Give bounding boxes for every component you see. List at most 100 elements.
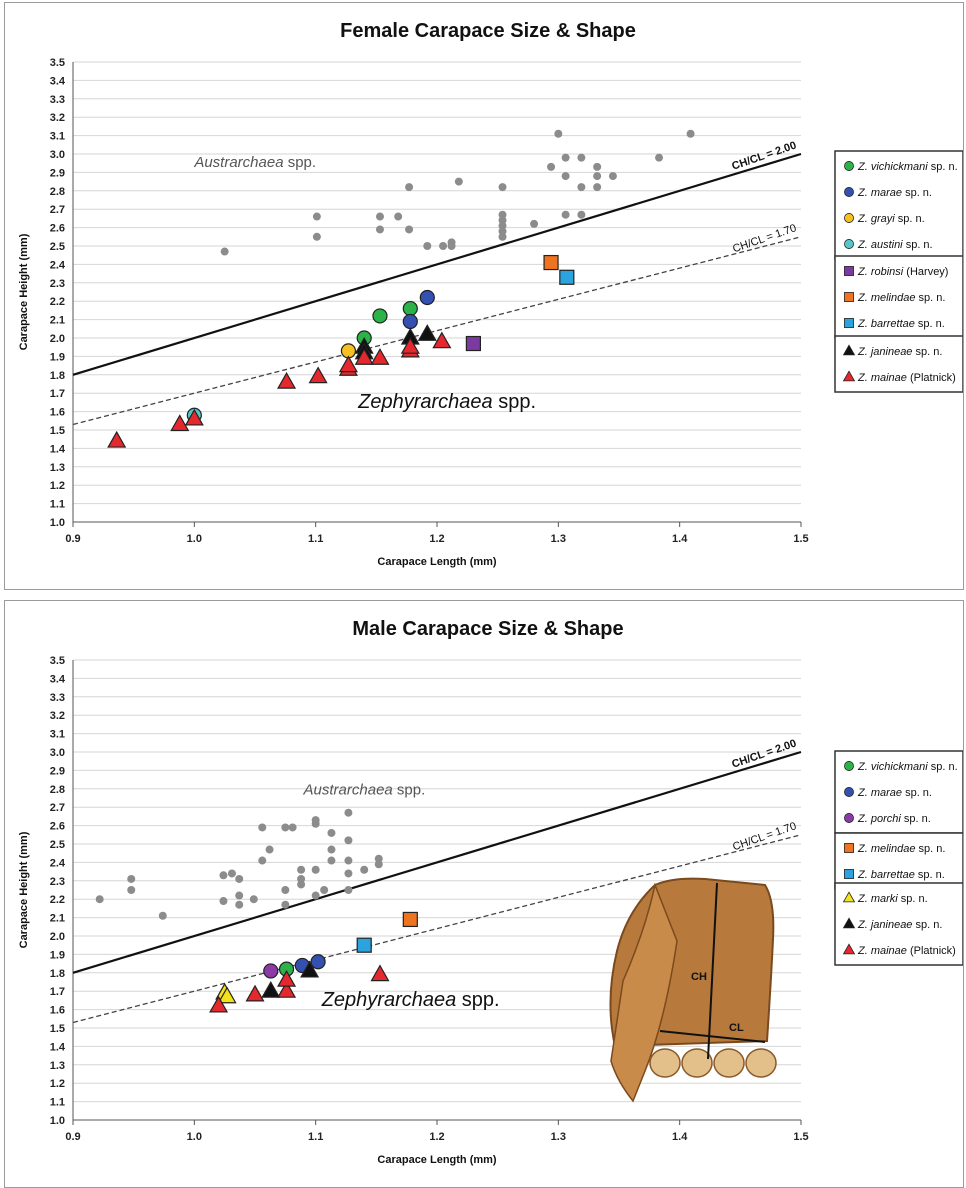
- data-point-austrarchaea-spp: [327, 856, 336, 865]
- y-tick-label: 2.2: [50, 296, 65, 308]
- ratio-line-ch-cl-1-70: [72, 834, 802, 1024]
- chart-title: Female Carapace Size & Shape: [340, 20, 636, 42]
- y-tick-label: 1.5: [50, 1023, 65, 1035]
- legend-species-authority: sp. n.: [898, 893, 928, 905]
- data-point-austrarchaea-spp: [498, 216, 507, 225]
- legend-species-name: Z. marae: [857, 787, 902, 799]
- data-point-austrarchaea-spp: [235, 900, 244, 909]
- data-point-z-janineae: [417, 324, 437, 341]
- data-point-z-vichickmani: [402, 300, 418, 317]
- legend-marker: [844, 161, 854, 171]
- data-point-austrarchaea-spp: [249, 895, 258, 904]
- data-point-austrarchaea-spp: [655, 153, 664, 162]
- y-tick-label: 2.0: [50, 931, 65, 943]
- y-tick-label: 1.3: [50, 1060, 65, 1072]
- ratio-line-ch-cl-2-00: [72, 750, 802, 974]
- y-tick-label: 3.1: [50, 729, 65, 741]
- legend-marker-z-melindae: [844, 843, 854, 853]
- x-tick-label: 1.3: [551, 1131, 566, 1143]
- y-tick-label: 3.0: [50, 149, 65, 161]
- y-tick-label: 3.5: [50, 655, 65, 667]
- legend-marker-z-austini: [844, 239, 854, 249]
- data-point-austrarchaea-spp: [235, 874, 244, 883]
- data-point-austrarchaea-spp: [312, 232, 321, 241]
- x-axis-title: Carapace Length (mm): [377, 1154, 497, 1166]
- y-tick-label: 2.7: [50, 802, 65, 814]
- data-point-z-mainae: [308, 366, 328, 384]
- legend-species-authority: sp. n.: [928, 761, 958, 773]
- x-tick-label: 1.2: [429, 1131, 444, 1143]
- x-tick-label: 1.3: [551, 533, 566, 545]
- legend-species-name: Z. vichickmani: [857, 161, 928, 173]
- y-tick-label: 2.9: [50, 167, 65, 179]
- legend-item-z-mainae: Z. mainae (Platnick): [857, 372, 956, 384]
- y-tick-label: 2.5: [50, 241, 65, 253]
- legend-marker-z-vichickmani: [844, 161, 854, 171]
- annotation-zephyrarchaea: Zephyrarchaea spp.: [357, 391, 536, 413]
- y-tick-label: 1.1: [50, 499, 65, 511]
- data-point-austrarchaea-spp: [235, 891, 244, 900]
- legend-marker-z-janineae: [842, 917, 856, 929]
- data-point-z-marae: [402, 313, 418, 330]
- x-tick-label: 1.0: [187, 1131, 202, 1143]
- data-point-z-barrettae: [559, 269, 575, 285]
- y-tick-label: 2.4: [50, 857, 66, 869]
- data-point-austrarchaea-spp: [327, 828, 336, 837]
- data-point-z-melindae: [402, 911, 418, 928]
- data-point-austrarchaea-spp: [577, 183, 586, 192]
- data-point-austrarchaea-spp: [344, 808, 353, 817]
- ratio-line-label: CH/CL = 2.00: [730, 139, 798, 172]
- annotation-genus: Austrarchaea: [303, 781, 393, 798]
- data-point-austrarchaea-spp: [374, 854, 383, 863]
- annotation-suffix: spp.: [493, 391, 536, 413]
- data-point-austrarchaea-spp: [320, 886, 329, 894]
- carapace-photo-inset: CH CL: [609, 877, 777, 1103]
- legend-species-authority: sp. n.: [915, 869, 945, 881]
- data-point-austrarchaea-spp: [219, 871, 228, 880]
- legend-marker: [842, 344, 856, 356]
- y-tick-label: 3.4: [50, 673, 66, 685]
- male-chart: Male Carapace Size & Shape 1.0 1.1 1.2 1.3 1.…: [18, 618, 963, 1166]
- legend-item-z-porchi: Z. porchi sp. n.: [857, 813, 931, 825]
- legend-item-z-robinsi: Z. robinsi (Harvey): [857, 266, 948, 278]
- data-point-austrarchaea-spp: [561, 153, 570, 162]
- series-z-mainae: [209, 964, 390, 1013]
- data-point-austrarchaea-spp: [281, 900, 290, 909]
- legend-box: [834, 335, 963, 393]
- legend-item-z-marae: Z. marae sp. n.: [857, 787, 932, 799]
- series-z-marki: [215, 982, 237, 1004]
- data-point-z-mainae: [370, 964, 390, 982]
- annotation-suffix: spp.: [393, 781, 426, 798]
- y-tick-label: 1.3: [50, 462, 65, 474]
- data-point-z-barrettae: [356, 937, 372, 953]
- data-point-z-janineae: [300, 960, 320, 978]
- data-point-z-mainae: [277, 371, 297, 389]
- legend-marker-z-marae: [844, 787, 854, 797]
- legend-marker-z-porchi: [844, 813, 854, 823]
- y-tick-label: 2.2: [50, 894, 65, 906]
- series-z-mainae: [107, 331, 452, 448]
- legend-species-name: Z. mainae: [857, 372, 907, 384]
- legend-item-z-janineae: Z. janineae sp. n.: [857, 346, 942, 358]
- y-tick-label: 2.6: [50, 223, 65, 235]
- data-point-z-mainae: [245, 984, 265, 1002]
- legend-species-authority: sp. n.: [912, 346, 942, 358]
- data-point-austrarchaea-spp: [344, 886, 353, 894]
- y-tick-label: 1.9: [50, 351, 65, 363]
- male-chart-panel: Male Carapace Size & Shape 1.0 1.1 1.2 1.3 1.…: [4, 600, 964, 1188]
- data-point-austrarchaea-spp: [297, 865, 306, 874]
- legend-box: [834, 750, 963, 834]
- data-point-austrarchaea-spp: [439, 242, 448, 250]
- legend-species-authority: sp. n.: [915, 843, 945, 855]
- y-tick-label: 3.0: [50, 747, 65, 759]
- x-tick-label: 1.4: [672, 533, 688, 545]
- legend-species-name: Z. barrettae: [857, 318, 915, 330]
- legend-marker-z-mainae: [842, 943, 856, 955]
- data-point-austrarchaea-spp: [498, 232, 507, 241]
- data-point-austrarchaea-spp: [227, 869, 236, 878]
- legend-marker: [842, 370, 856, 382]
- data-point-austrarchaea-spp: [127, 886, 136, 894]
- y-tick-label: 1.5: [50, 425, 65, 437]
- legend-box: [834, 832, 963, 890]
- x-tick-label: 0.9: [65, 1131, 80, 1143]
